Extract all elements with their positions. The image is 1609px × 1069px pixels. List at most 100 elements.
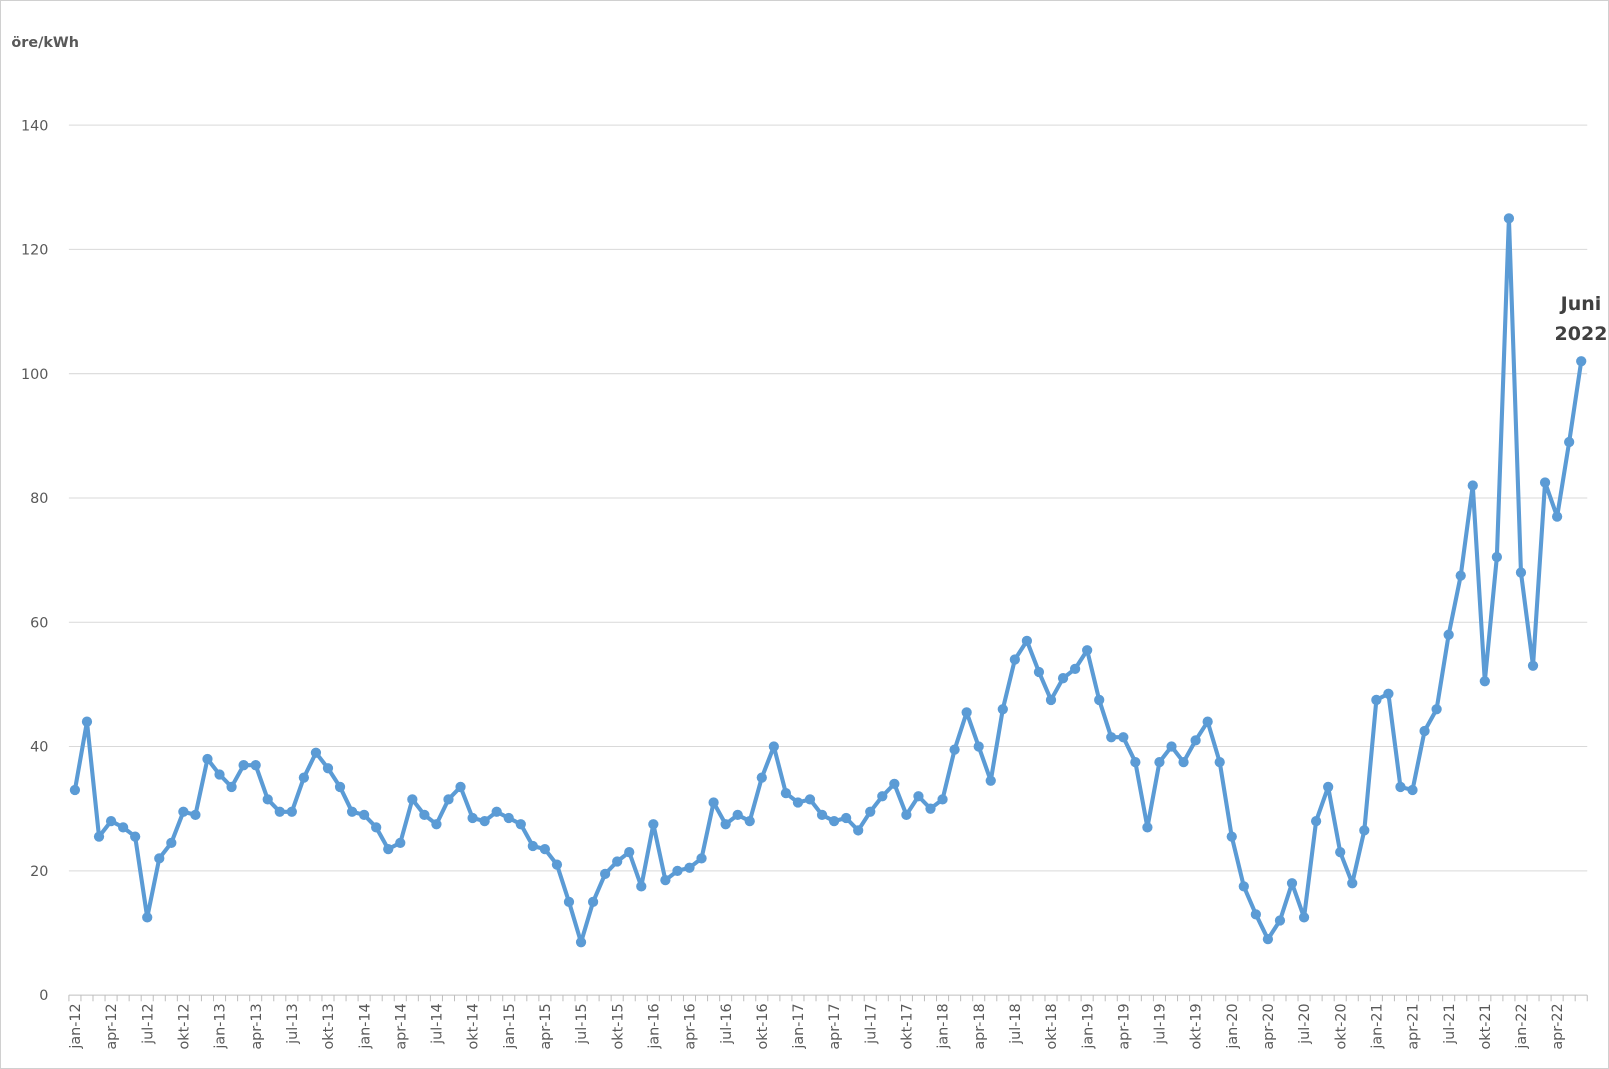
marker — [1347, 878, 1358, 889]
x-tick-label: jan-12 — [68, 1003, 84, 1049]
marker — [142, 912, 153, 923]
x-tick-label: okt-12 — [177, 1003, 193, 1049]
y-tick-label: 140 — [21, 118, 48, 134]
x-tick-label: jul-21 — [1442, 1003, 1458, 1045]
marker — [1407, 784, 1418, 796]
marker — [660, 875, 671, 886]
marker — [744, 815, 755, 827]
marker — [105, 815, 117, 827]
x-tick-label: okt-20 — [1333, 1003, 1349, 1049]
marker — [841, 812, 852, 824]
x-tick-label: okt-16 — [755, 1003, 771, 1049]
x-tick-label: okt-14 — [466, 1003, 482, 1049]
marker — [768, 741, 779, 752]
marker — [672, 865, 683, 876]
marker — [1214, 756, 1225, 768]
marker — [1551, 511, 1563, 522]
marker — [1238, 881, 1249, 892]
marker — [648, 819, 659, 830]
marker — [286, 806, 297, 817]
marker — [1286, 878, 1298, 889]
marker — [1310, 815, 1322, 827]
marker — [166, 837, 177, 848]
marker — [1250, 909, 1261, 920]
marker — [997, 704, 1008, 715]
marker — [1106, 732, 1117, 743]
marker — [467, 812, 478, 824]
marker — [1467, 480, 1478, 491]
marker — [551, 859, 563, 870]
marker — [1190, 735, 1201, 746]
marker — [479, 815, 490, 827]
marker — [624, 847, 635, 858]
marker — [708, 797, 719, 808]
marker — [226, 781, 237, 793]
marker — [190, 809, 201, 821]
x-tick-label: jan-16 — [646, 1003, 662, 1049]
x-tick-label: jul-12 — [140, 1003, 156, 1045]
y-tick-label: 100 — [21, 367, 48, 383]
marker — [1262, 934, 1274, 945]
marker — [1359, 825, 1370, 836]
marker — [732, 809, 743, 821]
marker — [575, 937, 587, 948]
marker — [696, 853, 707, 864]
x-tick-label: apr-18 — [972, 1003, 988, 1049]
marker — [1515, 567, 1527, 578]
y-tick-label: 0 — [39, 988, 48, 1004]
marker — [925, 803, 936, 814]
marker — [310, 747, 322, 758]
marker — [792, 797, 804, 808]
marker — [1166, 741, 1177, 752]
marker — [720, 819, 731, 830]
marker — [901, 809, 912, 821]
marker — [117, 822, 129, 833]
marker — [539, 843, 551, 855]
marker — [491, 806, 502, 817]
marker — [1298, 912, 1310, 923]
marker — [1479, 676, 1490, 687]
marker — [1371, 694, 1382, 706]
x-tick-label: jan-17 — [791, 1003, 807, 1049]
marker — [383, 843, 394, 855]
marker — [1082, 645, 1093, 656]
marker — [359, 809, 370, 821]
marker — [1142, 822, 1153, 833]
marker — [1057, 673, 1069, 684]
marker — [865, 806, 876, 817]
marker — [756, 772, 767, 783]
marker — [985, 775, 996, 786]
marker — [455, 781, 466, 793]
x-tick-label: jul-18 — [1008, 1003, 1024, 1045]
marker — [1539, 477, 1551, 488]
marker — [1564, 436, 1575, 448]
x-tick-label: okt-15 — [610, 1003, 626, 1049]
x-tick-label: jul-17 — [863, 1003, 879, 1045]
marker — [154, 853, 165, 864]
marker — [913, 791, 924, 802]
marker — [93, 831, 105, 842]
x-tick-label: okt-17 — [900, 1003, 916, 1049]
marker — [961, 707, 972, 718]
x-tick-label: jul-19 — [1153, 1003, 1169, 1045]
marker — [804, 794, 816, 805]
x-tick-label: okt-18 — [1044, 1003, 1060, 1049]
marker — [130, 831, 141, 842]
marker — [1118, 732, 1129, 743]
marker — [238, 760, 249, 771]
y-tick-label: 60 — [30, 615, 48, 631]
marker — [431, 819, 442, 830]
marker — [612, 856, 623, 867]
marker — [1527, 660, 1539, 671]
x-tick-label: apr-20 — [1261, 1003, 1277, 1049]
y-tick-label: 120 — [21, 243, 48, 259]
marker — [1503, 213, 1515, 224]
marker — [1443, 629, 1454, 640]
marker — [527, 840, 538, 852]
marker — [214, 769, 225, 780]
marker — [816, 809, 828, 821]
y-tick-label: 80 — [30, 491, 48, 507]
marker — [262, 794, 273, 805]
x-tick-label: apr-16 — [683, 1003, 699, 1049]
